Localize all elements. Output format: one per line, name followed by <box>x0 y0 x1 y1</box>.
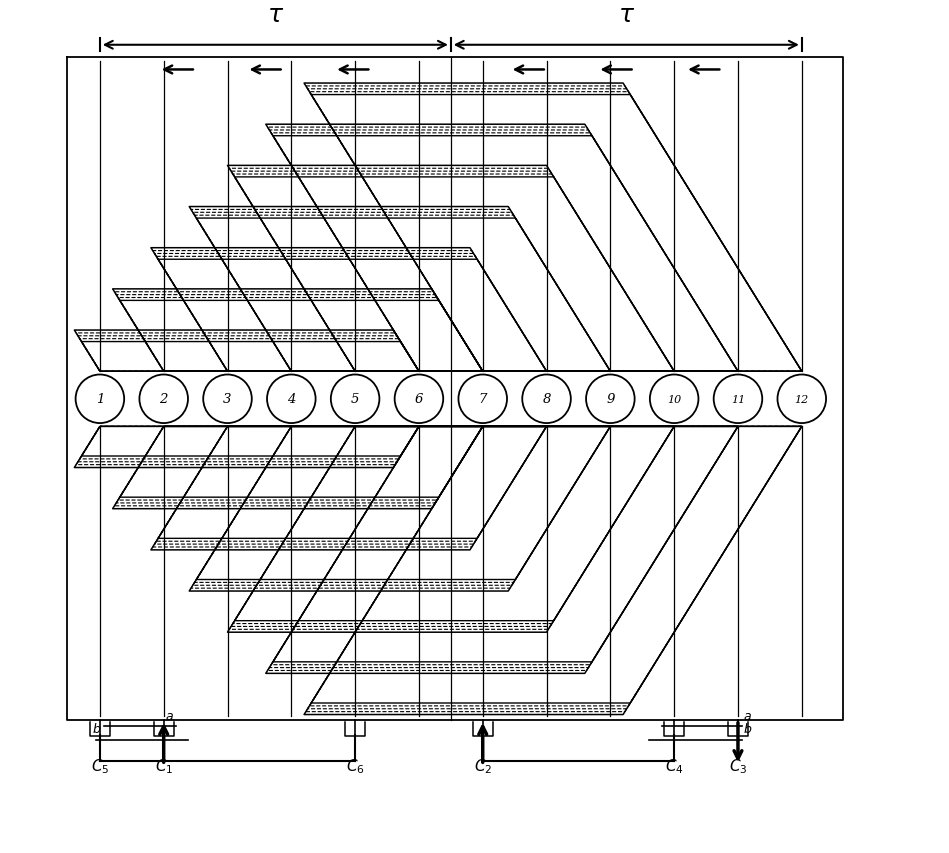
Text: 3: 3 <box>223 393 232 406</box>
Text: $C_6$: $C_6$ <box>345 756 364 775</box>
Text: 4: 4 <box>288 393 295 406</box>
Circle shape <box>714 375 762 424</box>
Text: 11: 11 <box>731 394 745 404</box>
Circle shape <box>777 375 826 424</box>
Text: $\tau$: $\tau$ <box>618 3 635 26</box>
Circle shape <box>586 375 635 424</box>
Text: $C_5$: $C_5$ <box>91 756 109 775</box>
Circle shape <box>140 375 188 424</box>
Text: 8: 8 <box>542 393 550 406</box>
Text: $C_4$: $C_4$ <box>665 756 683 775</box>
Circle shape <box>458 375 507 424</box>
Text: 2: 2 <box>159 393 168 406</box>
Text: 10: 10 <box>667 394 681 404</box>
Circle shape <box>267 375 316 424</box>
Text: 6: 6 <box>415 393 423 406</box>
Circle shape <box>331 375 380 424</box>
Circle shape <box>203 375 251 424</box>
Text: 9: 9 <box>606 393 615 406</box>
Circle shape <box>522 375 571 424</box>
Text: $b$: $b$ <box>92 721 101 734</box>
Text: $\tau$: $\tau$ <box>267 3 284 26</box>
Text: $C_1$: $C_1$ <box>155 756 173 775</box>
Text: $C_3$: $C_3$ <box>729 756 747 775</box>
Circle shape <box>650 375 698 424</box>
Text: 7: 7 <box>478 393 487 406</box>
Text: 5: 5 <box>351 393 360 406</box>
Text: $b$: $b$ <box>743 721 753 734</box>
Circle shape <box>395 375 443 424</box>
Text: $a$: $a$ <box>743 709 752 722</box>
Text: $a$: $a$ <box>165 709 175 722</box>
Circle shape <box>76 375 124 424</box>
Text: $C_2$: $C_2$ <box>474 756 492 775</box>
Text: 1: 1 <box>96 393 104 406</box>
Text: 12: 12 <box>794 394 809 404</box>
